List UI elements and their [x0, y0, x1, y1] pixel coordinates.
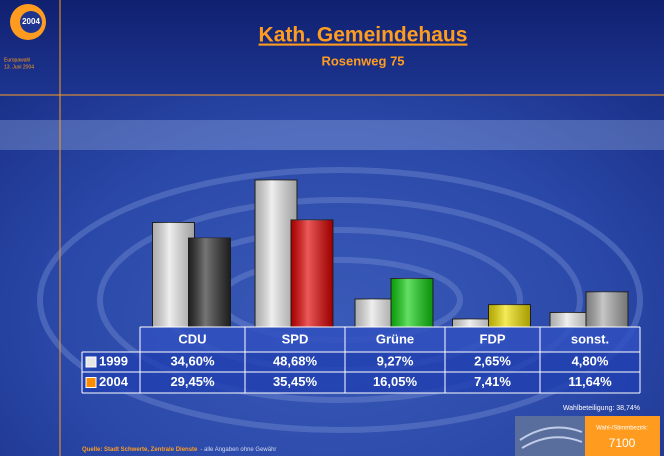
turnout: Wahlbeteiligung: 38,74% — [563, 405, 640, 412]
bar-shine — [291, 219, 333, 327]
district-number: 7100 — [609, 436, 636, 450]
bar-shine — [188, 238, 231, 327]
bar-shine — [255, 179, 297, 327]
chart-subtitle: Rosenweg 75 — [321, 53, 404, 68]
value-label: 16,05% — [373, 374, 418, 389]
category-label: FDP — [480, 331, 506, 346]
bar-shine — [488, 304, 531, 327]
value-label: 2,65% — [474, 353, 511, 368]
table-header-bg — [140, 327, 640, 352]
bar-shine — [452, 318, 495, 327]
bar-shine — [152, 222, 195, 327]
value-label: 4,80% — [572, 353, 609, 368]
value-label: 11,64% — [568, 374, 612, 389]
category-label: Grüne — [376, 331, 414, 346]
value-label: 29,45% — [170, 374, 215, 389]
header — [0, 0, 664, 95]
legend-label: 2004 — [99, 374, 129, 389]
value-label: 34,60% — [170, 353, 215, 368]
bar-shine — [391, 278, 433, 327]
bar-shine — [550, 312, 592, 327]
category-label: sonst. — [571, 331, 609, 346]
logo-text: 2004 — [22, 17, 40, 26]
source-note: - alle Angaben ohne Gewähr — [200, 447, 276, 453]
hall-gallery — [0, 120, 664, 150]
chart-title: Kath. Gemeindehaus — [259, 24, 468, 47]
district-box — [585, 416, 660, 456]
side-text: Europawahl — [4, 57, 30, 63]
legend-swatch — [85, 356, 97, 368]
category-label: CDU — [178, 331, 206, 346]
logo-inner — [20, 11, 42, 33]
value-label: 7,41% — [474, 374, 511, 389]
district-label: Wahl-/Stimmbezirk: — [596, 426, 648, 432]
value-label: 9,27% — [377, 353, 414, 368]
district-image-detail — [519, 426, 583, 449]
side-text: 13. Juni 2004 — [4, 64, 34, 70]
legend-swatch — [85, 377, 97, 388]
bar-shine — [586, 291, 628, 327]
legend-label: 1999 — [99, 353, 128, 368]
value-label: 35,45% — [273, 374, 318, 389]
bar-shine — [355, 299, 397, 327]
value-label: 48,68% — [273, 353, 318, 368]
chart: CDU 34,60% 29,45% SPD 48,68% 35,45% Grüne 9,27%… — [81, 179, 641, 394]
source-text: Quelle: Stadt Schwerte, Zentrale Dienste — [82, 447, 198, 453]
category-label: SPD — [282, 331, 309, 346]
source: Quelle: Stadt Schwerte, Zentrale Dienste… — [82, 447, 276, 453]
